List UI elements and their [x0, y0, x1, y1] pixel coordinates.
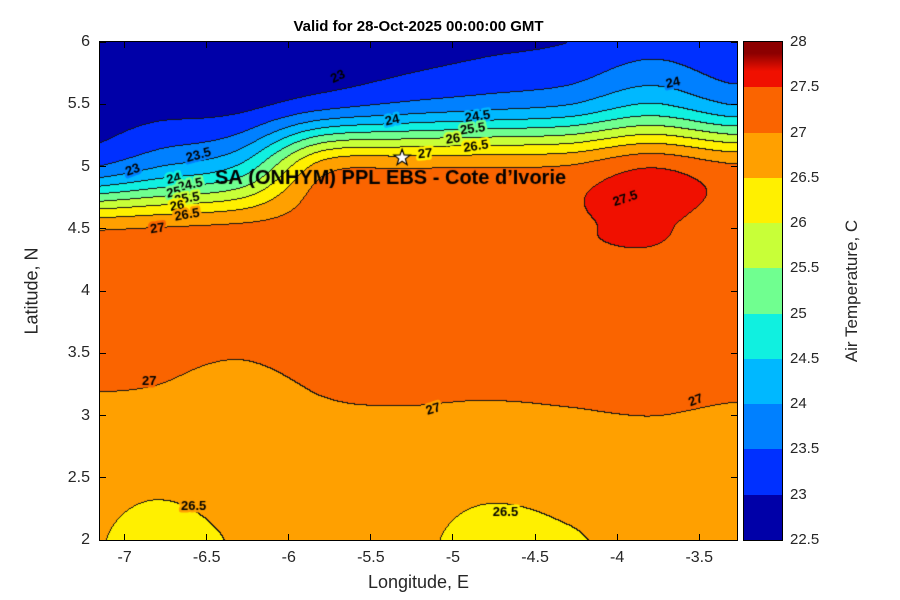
- colorbar-band: [744, 313, 782, 359]
- y-tick-label: 2: [81, 531, 90, 548]
- colorbar-tick-label: 24: [790, 395, 807, 413]
- colorbar-band: [744, 358, 782, 405]
- x-tick-mirror: [616, 42, 618, 48]
- x-tick: [452, 534, 454, 540]
- y-tick-mirror: [731, 103, 737, 105]
- y-tick: [100, 103, 106, 105]
- colorbar-band: [744, 449, 782, 495]
- y-tick: [100, 41, 106, 43]
- y-tick-label: 4.5: [67, 219, 90, 237]
- y-tick-label: 5: [81, 157, 90, 175]
- colorbar-tick-label: 26.5: [790, 168, 820, 186]
- colorbar-tick-label: 25.5: [790, 259, 820, 277]
- x-tick-mirror: [534, 42, 536, 48]
- plot-title: Valid for 28-Oct-2025 00:00:00 GMT: [293, 18, 544, 35]
- y-tick-mirror: [731, 415, 737, 416]
- contour-map-canvas: [100, 42, 737, 540]
- y-tick: [100, 228, 106, 230]
- y-tick-mirror: [731, 41, 737, 43]
- x-tick: [124, 534, 126, 540]
- colorbar-tick-label: 27: [790, 123, 807, 141]
- colorbar-tick-label: 26: [790, 214, 807, 232]
- y-tick-label: 5.5: [67, 95, 90, 113]
- colorbar-band: [744, 268, 782, 314]
- colorbar-band: [744, 223, 782, 269]
- y-tick-label: 3: [81, 406, 90, 424]
- x-tick-label: -4: [610, 549, 625, 566]
- colorbar-tick-label: 23.5: [790, 440, 820, 458]
- y-tick-label: 2.5: [67, 468, 90, 486]
- x-tick-label: -6: [281, 549, 296, 566]
- x-tick-label: -7: [117, 549, 132, 566]
- y-tick-label: 3.5: [67, 344, 90, 362]
- colorbar-tick-label: 24.5: [790, 349, 820, 367]
- colorbar-band: [744, 42, 782, 88]
- x-tick: [698, 534, 700, 540]
- colorbar-tick-label: 25: [790, 304, 807, 322]
- x-tick: [206, 534, 208, 540]
- x-tick-mirror: [452, 42, 454, 48]
- y-tick-mirror: [731, 166, 737, 167]
- x-tick-mirror: [124, 42, 126, 48]
- x-tick-mirror: [288, 42, 290, 48]
- y-tick: [100, 415, 106, 416]
- colorbar-tick-label: 23: [790, 485, 807, 503]
- y-tick: [100, 166, 106, 167]
- colorbar-band: [744, 494, 782, 540]
- x-tick: [288, 534, 290, 540]
- x-tick-mirror: [206, 42, 208, 48]
- x-tick-label: -3.5: [685, 549, 714, 566]
- y-tick-label: 6: [81, 33, 90, 50]
- colorbar-band: [744, 132, 782, 178]
- y-tick-mirror: [731, 352, 737, 354]
- colorbar-tick-label: 27.5: [790, 78, 820, 96]
- y-tick-label: 4: [81, 282, 90, 299]
- plot-area: [99, 41, 738, 541]
- x-tick-label: -4.5: [521, 549, 549, 566]
- y-tick: [100, 290, 106, 292]
- y-tick-mirror: [731, 290, 737, 292]
- x-axis-label: Longitude, E: [367, 572, 470, 592]
- y-tick-mirror: [731, 477, 737, 479]
- colorbar-tick-label: 22.5: [790, 531, 820, 548]
- x-tick: [616, 534, 618, 540]
- colorbar-band: [744, 87, 782, 133]
- colorbar-band: [744, 177, 782, 224]
- x-tick-label: -6.5: [192, 549, 221, 566]
- y-tick: [100, 477, 106, 479]
- x-tick-mirror: [698, 42, 700, 48]
- y-tick: [100, 352, 106, 354]
- x-tick-label: -5: [445, 549, 461, 566]
- x-tick: [370, 534, 372, 540]
- x-tick-mirror: [370, 42, 372, 48]
- x-tick: [534, 534, 536, 540]
- y-tick: [100, 539, 106, 541]
- colorbar-tick-label: 28: [790, 33, 807, 50]
- colorbar-label: Air Temperature, C: [842, 219, 861, 363]
- y-tick-mirror: [731, 228, 737, 230]
- colorbar-band: [744, 404, 782, 450]
- y-tick-mirror: [731, 539, 737, 541]
- x-tick-label: -5.5: [357, 549, 385, 566]
- colorbar: [743, 41, 783, 541]
